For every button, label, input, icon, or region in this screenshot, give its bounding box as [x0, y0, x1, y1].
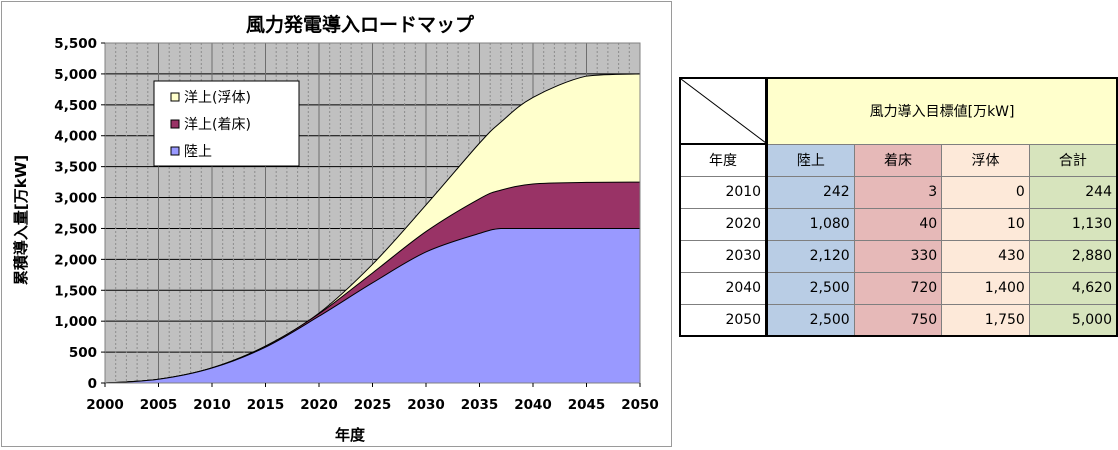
chart-title: 風力発電導入ロードマップ	[246, 13, 475, 36]
cell-year: 2040	[679, 271, 769, 305]
x-tick-label: 2025	[354, 397, 392, 413]
cell-fixed: 720	[853, 271, 943, 305]
table-row: 2030 2,120 330 430 2,880	[679, 239, 1118, 273]
y-tick-label: 3,500	[54, 160, 97, 176]
cell-fixed: 750	[853, 303, 943, 337]
target-table-container: 風力導入目標値[万kW] 年度 陸上 着床 浮体 合計 2010 242 3 0…	[679, 77, 1118, 337]
wind-power-chart: 風力発電導入ロードマップ 0 500 1,000 1,500 2,000 2,500 3,0…	[12, 13, 659, 444]
x-tick-label: 2030	[407, 397, 445, 413]
x-tick-label: 2010	[193, 397, 231, 413]
y-tick-label: 4,000	[54, 129, 97, 145]
target-table: 風力導入目標値[万kW] 年度 陸上 着床 浮体 合計 2010 242 3 0…	[679, 77, 1118, 337]
y-tick-label: 2,500	[54, 221, 97, 237]
x-tick-label: 2045	[568, 397, 606, 413]
x-axis-label: 年度	[335, 426, 366, 444]
table-row: 2010 242 3 0 244	[679, 175, 1118, 209]
legend-swatch	[170, 146, 180, 156]
table-row: 2050 2,500 750 1,750 5,000	[679, 303, 1118, 337]
header-total: 合計	[1028, 143, 1118, 177]
cell-onshore: 2,500	[766, 271, 855, 305]
cell-fixed: 3	[853, 175, 943, 209]
table-corner-cell	[679, 77, 769, 145]
legend-label: 陸上	[184, 144, 212, 160]
cell-onshore: 2,120	[766, 239, 855, 273]
x-tick-label: 2000	[86, 397, 124, 413]
y-tick-label: 4,500	[54, 98, 97, 114]
x-tick-label: 2015	[247, 397, 285, 413]
y-axis-label: 累積導入量[万kW]	[12, 155, 30, 285]
table-row: 2040 2,500 720 1,400 4,620	[679, 271, 1118, 305]
cell-floating: 1,400	[941, 271, 1030, 305]
header-year: 年度	[679, 143, 769, 177]
x-tick-label: 2040	[514, 397, 552, 413]
cell-total: 1,130	[1028, 207, 1118, 241]
cell-total: 244	[1028, 175, 1118, 209]
x-tick-label: 2020	[300, 397, 338, 413]
y-tick-label: 1,000	[54, 314, 97, 330]
header-onshore: 陸上	[766, 143, 855, 177]
cell-fixed: 40	[853, 207, 943, 241]
y-tick-label: 1,500	[54, 283, 97, 299]
header-floating: 浮体	[941, 143, 1030, 177]
cell-year: 2050	[679, 303, 769, 337]
cell-floating: 430	[941, 239, 1030, 273]
cell-year: 2010	[679, 175, 769, 209]
y-tick-label: 3,000	[54, 191, 97, 207]
cell-onshore: 2,500	[766, 303, 855, 337]
cell-floating: 10	[941, 207, 1030, 241]
x-tick-label: 2050	[621, 397, 659, 413]
y-tick-label: 5,500	[54, 36, 97, 52]
cell-total: 2,880	[1028, 239, 1118, 273]
y-tick-label: 0	[88, 376, 97, 392]
x-tick-label: 2035	[461, 397, 499, 413]
legend-swatch	[170, 92, 180, 102]
y-tick-label: 5,000	[54, 67, 97, 83]
cell-year: 2020	[679, 207, 769, 241]
cell-floating: 1,750	[941, 303, 1030, 337]
legend-swatch	[170, 119, 180, 129]
cell-fixed: 330	[853, 239, 943, 273]
legend-label: 洋上(着床)	[184, 117, 251, 133]
y-tick-label: 2,000	[54, 252, 97, 268]
area-series-0	[104, 227, 641, 384]
legend-label: 洋上(浮体)	[184, 90, 251, 106]
cell-year: 2030	[679, 239, 769, 273]
table-title: 風力導入目標値[万kW]	[766, 77, 1118, 145]
cell-onshore: 1,080	[766, 207, 855, 241]
cell-floating: 0	[941, 175, 1030, 209]
x-tick-label: 2005	[140, 397, 178, 413]
table-row: 2020 1,080 40 10 1,130	[679, 207, 1118, 241]
header-fixed: 着床	[853, 143, 943, 177]
cell-total: 5,000	[1028, 303, 1118, 337]
y-tick-label: 500	[69, 345, 97, 361]
cell-total: 4,620	[1028, 271, 1118, 305]
chart-container: 風力発電導入ロードマップ 0 500 1,000 1,500 2,000 2,500 3,0…	[1, 1, 672, 447]
cell-onshore: 242	[766, 175, 855, 209]
